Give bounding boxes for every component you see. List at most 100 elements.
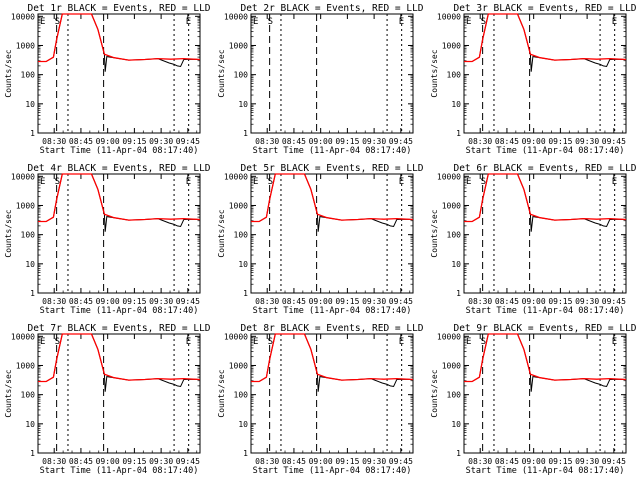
y-axis-label: Counts/sec xyxy=(430,209,439,257)
y-tick-label: 1000 xyxy=(229,201,248,210)
x-tick-label: 09:00 xyxy=(309,457,333,466)
event-marker-label: S xyxy=(481,177,486,187)
chart-title: Det 1r BLACK = Events, RED = LLD xyxy=(27,3,210,14)
x-tick-label: 09:45 xyxy=(602,457,626,466)
x-tick-label: 08:30 xyxy=(468,137,492,146)
x-tick-label: 09:30 xyxy=(575,457,599,466)
y-tick-label: 1 xyxy=(456,289,461,298)
x-tick-label: 09:00 xyxy=(96,457,120,466)
y-tick-label: 100 xyxy=(21,71,36,80)
x-tick-label: 09:15 xyxy=(122,297,146,306)
y-tick-label: 1000 xyxy=(442,41,461,50)
y-tick-label: 10000 xyxy=(224,172,248,181)
y-tick-label: 1 xyxy=(243,289,248,298)
y-tick-label: 10 xyxy=(451,420,461,429)
x-tick-label: 09:00 xyxy=(309,137,333,146)
events-series-line xyxy=(464,333,627,392)
x-tick-label: 08:45 xyxy=(495,137,519,146)
y-tick-label: 10 xyxy=(238,100,248,109)
y-axis-label: Counts/sec xyxy=(4,209,13,257)
lld-series-line xyxy=(464,13,627,63)
events-series-line xyxy=(464,173,627,232)
x-tick-label: 09:45 xyxy=(176,297,200,306)
x-axis-label: Start Time (11-Apr-04 08:17:40) xyxy=(253,306,412,316)
x-tick-label: 08:30 xyxy=(42,457,66,466)
y-tick-label: 100 xyxy=(21,391,36,400)
events-series-line xyxy=(38,13,201,72)
chart-title: Det 2r BLACK = Events, RED = LLD xyxy=(240,3,423,14)
y-tick-label: 10000 xyxy=(224,332,248,341)
event-marker-label: E xyxy=(186,17,191,27)
chart-panel: Det 9r BLACK = Events, RED = LLD 1 10 100 10… xyxy=(430,323,637,476)
y-tick-label: 1 xyxy=(243,449,248,458)
y-tick-label: 10 xyxy=(25,100,35,109)
x-tick-label: 09:30 xyxy=(575,297,599,306)
event-marker-label: E xyxy=(466,337,471,347)
x-tick-label: 08:45 xyxy=(282,297,306,306)
x-axis-label: Start Time (11-Apr-04 08:17:40) xyxy=(466,306,625,316)
x-tick-label: 09:30 xyxy=(149,297,173,306)
y-tick-label: 100 xyxy=(21,231,36,240)
x-tick-label: 09:45 xyxy=(389,297,413,306)
event-marker-label: E xyxy=(186,337,191,347)
y-axis-label: Counts/sec xyxy=(4,369,13,417)
chart-title: Det 9r BLACK = Events, RED = LLD xyxy=(453,323,636,334)
chart-title: Det 6r BLACK = Events, RED = LLD xyxy=(453,163,636,174)
y-tick-label: 100 xyxy=(234,391,249,400)
events-series-line xyxy=(38,173,201,232)
event-marker-label: E xyxy=(612,337,617,347)
y-tick-label: 10 xyxy=(238,260,248,269)
event-marker-label: E xyxy=(40,17,45,27)
y-tick-label: 1 xyxy=(456,449,461,458)
event-marker-label: E xyxy=(253,337,258,347)
event-marker-label: E xyxy=(40,337,45,347)
x-tick-label: 08:45 xyxy=(282,137,306,146)
x-tick-label: 09:15 xyxy=(122,457,146,466)
plot-frame xyxy=(37,333,201,454)
events-series-line xyxy=(38,333,201,392)
x-tick-label: 09:45 xyxy=(602,137,626,146)
x-axis-label: Start Time (11-Apr-04 08:17:40) xyxy=(253,466,412,476)
x-tick-label: 08:30 xyxy=(468,457,492,466)
x-tick-label: 09:30 xyxy=(575,137,599,146)
x-axis-label: Start Time (11-Apr-04 08:17:40) xyxy=(466,466,625,476)
event-marker-label: E xyxy=(253,177,258,187)
y-tick-label: 1000 xyxy=(16,201,35,210)
plot-frame xyxy=(250,173,414,294)
chart-title: Det 5r BLACK = Events, RED = LLD xyxy=(240,163,423,174)
y-tick-label: 1 xyxy=(243,129,248,138)
x-tick-label: 09:30 xyxy=(362,137,386,146)
y-axis-label: Counts/sec xyxy=(217,369,226,417)
x-tick-label: 08:45 xyxy=(495,297,519,306)
x-tick-label: 09:15 xyxy=(548,457,572,466)
x-tick-label: 09:00 xyxy=(96,297,120,306)
y-tick-label: 1000 xyxy=(229,41,248,50)
x-tick-label: 09:15 xyxy=(335,297,359,306)
x-tick-label: 08:45 xyxy=(282,457,306,466)
x-tick-label: 08:45 xyxy=(495,457,519,466)
y-tick-label: 10000 xyxy=(11,172,35,181)
y-tick-label: 10 xyxy=(451,260,461,269)
y-tick-label: 1 xyxy=(30,129,35,138)
x-tick-label: 09:45 xyxy=(176,137,200,146)
x-tick-label: 09:45 xyxy=(389,137,413,146)
x-tick-label: 08:30 xyxy=(255,297,279,306)
x-axis-label: Start Time (11-Apr-04 08:17:40) xyxy=(40,466,199,476)
x-tick-label: 08:30 xyxy=(255,457,279,466)
chart-panel: Det 8r BLACK = Events, RED = LLD 1 10 100 10… xyxy=(217,323,424,476)
event-marker-label: E xyxy=(399,17,404,27)
x-axis-label: Start Time (11-Apr-04 08:17:40) xyxy=(40,146,199,156)
x-tick-label: 09:00 xyxy=(309,297,333,306)
x-tick-label: 09:30 xyxy=(362,457,386,466)
plot-frame xyxy=(463,333,627,454)
y-tick-label: 10 xyxy=(25,420,35,429)
x-tick-label: 09:00 xyxy=(522,137,546,146)
x-tick-label: 09:15 xyxy=(335,457,359,466)
y-tick-label: 10000 xyxy=(11,12,35,21)
y-tick-label: 100 xyxy=(447,71,462,80)
chart-panel: Det 1r BLACK = Events, RED = LLD 1 10 100 10… xyxy=(4,3,211,156)
chart-title: Det 4r BLACK = Events, RED = LLD xyxy=(27,163,210,174)
x-tick-label: 08:45 xyxy=(69,297,93,306)
chart-title: Det 7r BLACK = Events, RED = LLD xyxy=(27,323,210,334)
